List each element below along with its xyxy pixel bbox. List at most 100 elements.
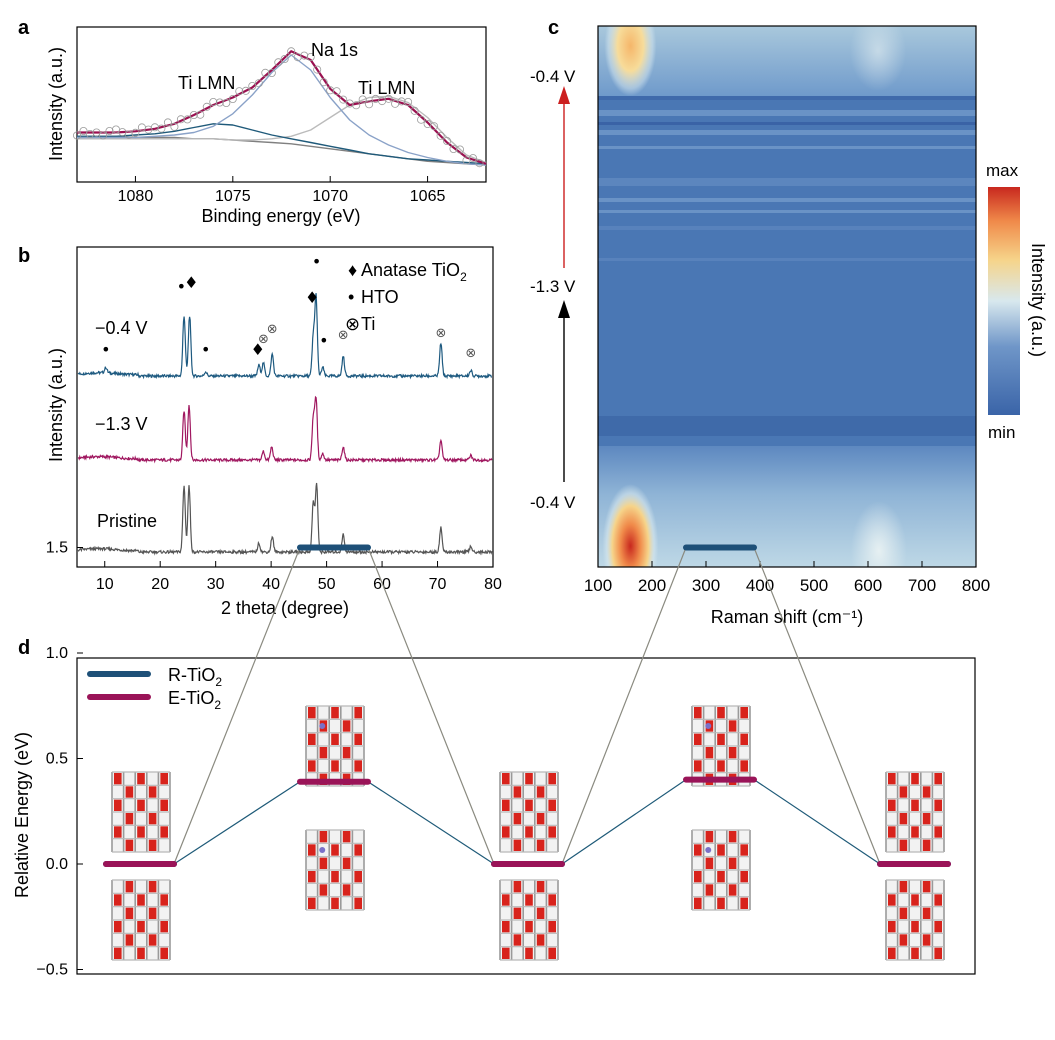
panel-a-chart: 1080 1075 1070 1065 Binding energy (eV) Int… <box>46 26 487 226</box>
panel-d-legend: R-TiO2 E-TiO2 <box>87 665 222 712</box>
panel-a-raw-point <box>196 110 205 119</box>
panel-c-ylabel-mid: -1.3 V <box>530 277 576 296</box>
panel-c-colorbar <box>988 187 1020 415</box>
panel-a-raw-point <box>293 53 302 62</box>
panel-a-raw-point <box>99 131 108 140</box>
panel-letter-c: c <box>548 17 559 39</box>
panel-a-raw-point <box>150 123 159 132</box>
panel-a-raw-point <box>280 55 289 64</box>
panel-letter-b: b <box>18 245 30 267</box>
panel-c-colorbar-min: min <box>988 423 1015 442</box>
panel-a-line-0 <box>77 50 487 165</box>
panel-a-raw-point <box>397 97 406 106</box>
panel-a-raw-point <box>468 154 477 163</box>
panel-b-x-ticks: 10 20 30 40 50 60 70 80 <box>96 561 502 593</box>
panel-d-ytick-label-4: 1.0 <box>46 645 68 662</box>
panel-b-legend: ♦ Anatase TiO2 • HTO ⊗ Ti <box>345 260 467 334</box>
panel-a-xtick-label-1: 1075 <box>215 188 251 205</box>
panel-b-marker-0: • <box>101 340 110 359</box>
panel-a-raw-point <box>248 82 257 91</box>
panel-c-xtick-label-3: 400 <box>746 576 774 595</box>
panel-c-stripe-3 <box>598 130 976 135</box>
panel-b-xtick-label-4: 50 <box>318 576 336 593</box>
panel-c-colorbar-label: Intensity (a.u.) <box>1028 243 1048 357</box>
panel-a-raw-point <box>73 131 82 140</box>
panel-c-xtick-label-6: 700 <box>908 576 936 595</box>
panel-a-series <box>77 50 487 166</box>
panel-b-xtick-label-7: 80 <box>484 576 502 593</box>
panel-a-raw-point <box>404 98 413 107</box>
panel-d-connector-1-1 <box>367 781 495 865</box>
panel-c-stripes <box>598 96 976 436</box>
panel-a-xtick-label-2: 1070 <box>312 188 348 205</box>
panel-d-ylabel: Relative Energy (eV) <box>12 732 32 898</box>
panel-b-marker-7: ♦ <box>305 288 319 307</box>
panel-a-raw-point <box>254 79 263 88</box>
panel-b-marker-1: • <box>177 277 186 296</box>
panel-b-label-series-1: −1.3 V <box>95 414 148 434</box>
panel-a-raw-point <box>274 58 283 67</box>
panel-a-raw-point <box>410 106 419 115</box>
panel-d-connector-1-3 <box>753 779 881 865</box>
panel-b-marker-11: ⊗ <box>435 326 446 341</box>
panel-a-line-4 <box>77 135 487 166</box>
panel-b-marker-2: ♦ <box>184 273 198 292</box>
panel-a-xtick-label-0: 1080 <box>118 188 154 205</box>
panel-c-arrowhead-red <box>558 86 570 104</box>
panel-c-stripe-9 <box>598 258 976 261</box>
panel-a-raw-point <box>105 127 114 136</box>
panel-b-marker-4: ♦ <box>251 340 265 359</box>
panel-d-legend-label-r: R-TiO2 <box>168 665 222 689</box>
panel-c-xtick-label-2: 300 <box>692 576 720 595</box>
panel-b-legend-1-symbol: • <box>348 287 354 307</box>
panel-b-frame <box>76 246 494 568</box>
crystal-structure-image <box>499 771 559 853</box>
panel-a-frame <box>76 26 487 183</box>
panel-b-marker-10: ⊗ <box>338 328 349 343</box>
panel-a-raw-points <box>73 47 484 168</box>
panel-c-stripe-2 <box>598 122 976 125</box>
panel-a-raw-point <box>261 68 270 77</box>
panel-c-stripe-8 <box>598 226 976 230</box>
panel-a-raw-point <box>417 115 426 124</box>
panel-c-hotspot-bottom <box>602 484 659 567</box>
panel-d-ytick-label-3: 0.5 <box>46 751 68 768</box>
panel-b-line-0 <box>77 293 492 380</box>
panel-a-raw-point <box>79 127 88 136</box>
crystal-structure-image <box>691 829 751 911</box>
panel-d-ytick-label-2: 0.0 <box>46 856 68 873</box>
panel-a-line-3 <box>77 95 487 164</box>
panel-a-raw-point <box>442 136 451 145</box>
panel-b-line-1 <box>77 395 493 464</box>
panel-a-raw-point <box>163 118 172 127</box>
crystal-structure-image <box>305 705 365 787</box>
panel-c-stripe-0 <box>598 96 976 100</box>
panel-a-annotation-na-1s: Na 1s <box>311 40 358 60</box>
panel-a-raw-point <box>183 115 192 124</box>
panel-a-raw-point <box>455 145 464 154</box>
panel-c-ylabel-top: -0.4 V <box>530 67 576 86</box>
crystal-structure-image <box>885 879 945 961</box>
panel-a-raw-point <box>430 122 439 131</box>
panel-d-connector-1-2 <box>561 779 687 865</box>
crystal-structure-image <box>691 705 751 787</box>
panel-a-raw-point <box>222 99 231 108</box>
panel-a-raw-point <box>215 98 224 107</box>
panel-a-raw-point <box>241 86 250 95</box>
panel-b-marker-12: ⊗ <box>465 346 476 361</box>
panel-a-raw-point <box>313 65 322 74</box>
panel-a-raw-point <box>92 128 101 137</box>
panel-b-xtick-label-6: 70 <box>429 576 447 593</box>
panel-a-raw-point <box>300 51 309 60</box>
panel-d-connector-0-0 <box>173 547 301 865</box>
panel-d-legend-label-e: E-TiO2 <box>168 688 221 712</box>
panel-a-raw-point <box>306 53 315 62</box>
panel-c-x-ticks: 100 200 300 400 500 600 700 800 <box>584 561 990 595</box>
panel-b-xtick-label-3: 40 <box>262 576 280 593</box>
panel-b-series <box>77 293 493 556</box>
panel-d-ytick-label-5: 1.5 <box>46 540 68 557</box>
panel-a-raw-point <box>157 124 166 133</box>
panel-a-raw-point <box>436 131 445 140</box>
panel-a-raw-point <box>228 95 237 104</box>
panel-a-raw-point <box>86 129 95 138</box>
